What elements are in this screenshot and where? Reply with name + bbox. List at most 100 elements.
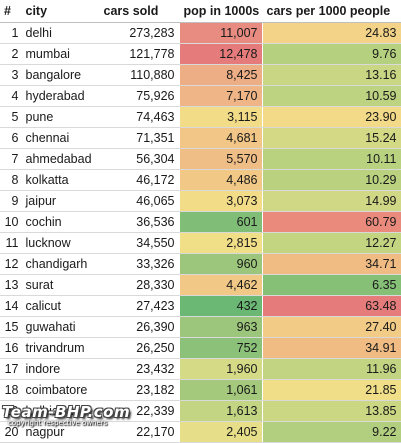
cell-population[interactable]: 3,073 — [179, 190, 263, 212]
cell-cars-per-1000[interactable]: 15.24 — [262, 127, 401, 149]
cell-city[interactable]: bangalore — [21, 64, 100, 86]
cell-cars-sold[interactable]: 74,463 — [99, 106, 180, 128]
cell-cars-sold[interactable]: 27,423 — [99, 295, 180, 317]
cell-population[interactable]: 2,405 — [179, 421, 263, 443]
cell-population[interactable]: 1,960 — [179, 358, 263, 380]
cell-city[interactable]: hyderabad — [21, 85, 100, 107]
cell-population[interactable]: 12,478 — [179, 43, 263, 65]
header-cars-per-1000[interactable]: cars per 1000 people — [262, 0, 401, 23]
cell-population[interactable]: 3,115 — [179, 106, 263, 128]
cell-city[interactable]: jaipur — [21, 190, 100, 212]
cell-population[interactable]: 4,681 — [179, 127, 263, 149]
cell-city[interactable]: guwahati — [21, 316, 100, 338]
cell-cars-per-1000[interactable]: 13.85 — [262, 400, 401, 422]
cell-population[interactable]: 4,462 — [179, 274, 263, 296]
cell-cars-per-1000[interactable]: 10.29 — [262, 169, 401, 191]
cell-population[interactable]: 7,170 — [179, 85, 263, 107]
cell-city[interactable]: ahmedabad — [21, 148, 100, 170]
cell-index[interactable]: 16 — [0, 337, 22, 359]
cell-cars-sold[interactable]: 71,351 — [99, 127, 180, 149]
cell-index[interactable]: 15 — [0, 316, 22, 338]
header-index[interactable]: # — [0, 0, 22, 23]
cell-cars-per-1000[interactable]: 21.85 — [262, 379, 401, 401]
cell-index[interactable]: 11 — [0, 232, 22, 254]
cell-city[interactable]: coimbatore — [21, 379, 100, 401]
cell-index[interactable]: 10 — [0, 211, 22, 233]
cell-city[interactable]: ludhiana — [21, 400, 100, 422]
cell-index[interactable]: 8 — [0, 169, 22, 191]
cell-cars-sold[interactable]: 273,283 — [99, 22, 180, 44]
header-population[interactable]: pop in 1000s — [179, 0, 263, 23]
cell-cars-per-1000[interactable]: 9.76 — [262, 43, 401, 65]
cell-city[interactable]: chennai — [21, 127, 100, 149]
cell-city[interactable]: nagpur — [21, 421, 100, 443]
cell-population[interactable]: 960 — [179, 253, 263, 275]
cell-city[interactable]: lucknow — [21, 232, 100, 254]
cell-cars-per-1000[interactable]: 10.59 — [262, 85, 401, 107]
cell-cars-per-1000[interactable]: 34.71 — [262, 253, 401, 275]
cell-cars-per-1000[interactable]: 12.27 — [262, 232, 401, 254]
cell-index[interactable]: 13 — [0, 274, 22, 296]
cell-city[interactable]: mumbai — [21, 43, 100, 65]
cell-city[interactable]: surat — [21, 274, 100, 296]
cell-cars-per-1000[interactable]: 63.48 — [262, 295, 401, 317]
cell-cars-per-1000[interactable]: 24.83 — [262, 22, 401, 44]
cell-cars-per-1000[interactable]: 34.91 — [262, 337, 401, 359]
cell-population[interactable]: 2,815 — [179, 232, 263, 254]
cell-cars-sold[interactable]: 34,550 — [99, 232, 180, 254]
cell-index[interactable]: 1 — [0, 22, 22, 44]
cell-cars-per-1000[interactable]: 9.22 — [262, 421, 401, 443]
cell-index[interactable]: 18 — [0, 379, 22, 401]
cell-city[interactable]: cochin — [21, 211, 100, 233]
cell-city[interactable]: delhi — [21, 22, 100, 44]
cell-city[interactable]: calicut — [21, 295, 100, 317]
cell-index[interactable]: 5 — [0, 106, 22, 128]
cell-cars-per-1000[interactable]: 11.96 — [262, 358, 401, 380]
cell-cars-per-1000[interactable]: 60.79 — [262, 211, 401, 233]
cell-index[interactable]: 17 — [0, 358, 22, 380]
cell-cars-sold[interactable]: 36,536 — [99, 211, 180, 233]
cell-population[interactable]: 8,425 — [179, 64, 263, 86]
cell-cars-sold[interactable]: 75,926 — [99, 85, 180, 107]
cell-population[interactable]: 601 — [179, 211, 263, 233]
header-city[interactable]: city — [21, 0, 100, 23]
cell-population[interactable]: 1,613 — [179, 400, 263, 422]
cell-index[interactable]: 7 — [0, 148, 22, 170]
cell-index[interactable]: 14 — [0, 295, 22, 317]
cell-cars-sold[interactable]: 121,778 — [99, 43, 180, 65]
cell-cars-per-1000[interactable]: 13.16 — [262, 64, 401, 86]
cell-cars-per-1000[interactable]: 27.40 — [262, 316, 401, 338]
cell-cars-sold[interactable]: 23,182 — [99, 379, 180, 401]
cell-city[interactable]: indore — [21, 358, 100, 380]
cell-cars-per-1000[interactable]: 10.11 — [262, 148, 401, 170]
cell-population[interactable]: 963 — [179, 316, 263, 338]
cell-cars-sold[interactable]: 28,330 — [99, 274, 180, 296]
cell-population[interactable]: 4,486 — [179, 169, 263, 191]
cell-cars-sold[interactable]: 26,250 — [99, 337, 180, 359]
cell-index[interactable]: 6 — [0, 127, 22, 149]
cell-population[interactable]: 5,570 — [179, 148, 263, 170]
cell-cars-sold[interactable]: 22,339 — [99, 400, 180, 422]
cell-cars-sold[interactable]: 56,304 — [99, 148, 180, 170]
cell-index[interactable]: 2 — [0, 43, 22, 65]
cell-city[interactable]: pune — [21, 106, 100, 128]
cell-city[interactable]: chandigarh — [21, 253, 100, 275]
cell-index[interactable]: 4 — [0, 85, 22, 107]
cell-cars-sold[interactable]: 110,880 — [99, 64, 180, 86]
cell-population[interactable]: 752 — [179, 337, 263, 359]
cell-index[interactable]: 12 — [0, 253, 22, 275]
cell-index[interactable]: 3 — [0, 64, 22, 86]
cell-cars-sold[interactable]: 23,432 — [99, 358, 180, 380]
cell-city[interactable]: trivandrum — [21, 337, 100, 359]
cell-cars-per-1000[interactable]: 6.35 — [262, 274, 401, 296]
cell-cars-sold[interactable]: 46,065 — [99, 190, 180, 212]
cell-population[interactable]: 11,007 — [179, 22, 263, 44]
cell-cars-sold[interactable]: 22,170 — [99, 421, 180, 443]
cell-cars-sold[interactable]: 46,172 — [99, 169, 180, 191]
cell-city[interactable]: kolkatta — [21, 169, 100, 191]
cell-population[interactable]: 1,061 — [179, 379, 263, 401]
cell-cars-per-1000[interactable]: 14.99 — [262, 190, 401, 212]
header-cars-sold[interactable]: cars sold — [99, 0, 180, 23]
cell-index[interactable]: 19 — [0, 400, 22, 422]
cell-cars-per-1000[interactable]: 23.90 — [262, 106, 401, 128]
